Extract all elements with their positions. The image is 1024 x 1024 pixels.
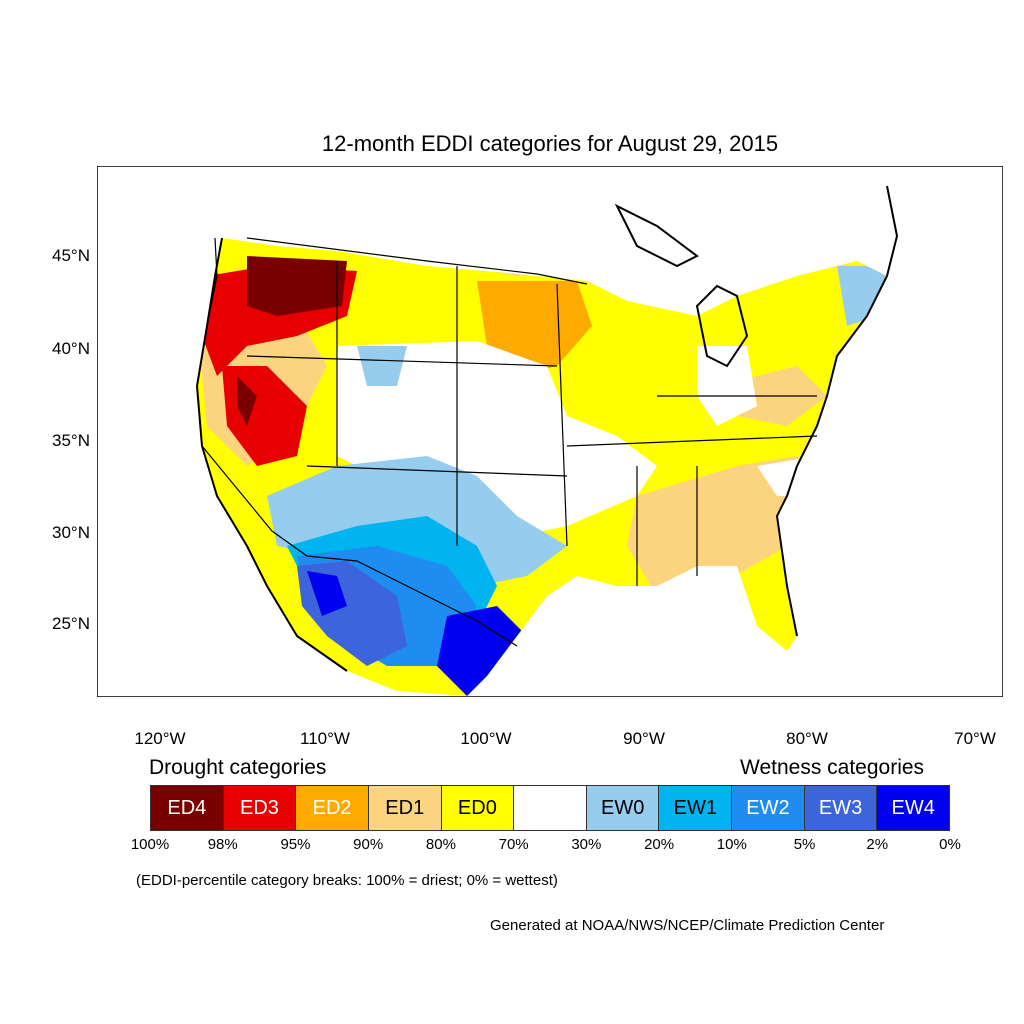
legend-cell-none [513, 785, 586, 831]
legend-cell-ed0: ED0 [440, 785, 514, 831]
lon-label-70: 70°W [954, 729, 996, 748]
legend-break-label: 80% [425, 836, 456, 853]
lon-label-80: 80°W [786, 729, 828, 748]
legend-break-label: 5% [793, 836, 816, 853]
legend-cell-ew2: EW2 [731, 785, 804, 831]
legend-cell-ed2: ED2 [295, 785, 368, 831]
legend-cell-ew3: EW3 [803, 785, 877, 831]
legend-break-label: 2% [866, 836, 889, 853]
legend-cell-ed4: ED4 [150, 785, 223, 831]
eddi-map [97, 166, 1003, 697]
lat-label-30: 30°N [52, 523, 90, 542]
legend-break-label: 100% [130, 836, 170, 853]
legend-break-label: 20% [644, 836, 675, 853]
credit-text: Generated at NOAA/NWS/NCEP/Climate Predi… [490, 917, 885, 934]
legend-break-label: 95% [280, 836, 311, 853]
legend-break-label: 10% [716, 836, 747, 853]
legend-cell-ed3: ED3 [222, 785, 296, 831]
coastline [195, 185, 899, 672]
wetness-heading: Wetness categories [740, 756, 925, 779]
lon-label-100: 100°W [460, 729, 512, 748]
legend-cell-ew1: EW1 [658, 785, 732, 831]
lon-label-120: 120°W [134, 729, 186, 748]
drought-heading: Drought categories [149, 756, 327, 779]
legend-break-label: 0% [939, 836, 961, 853]
legend-cell-ew4: EW4 [876, 785, 951, 831]
category-note: (EDDI-percentile category breaks: 100% =… [136, 872, 558, 889]
lat-label-25: 25°N [52, 614, 90, 633]
map-title: 12-month EDDI categories for August 29, … [321, 131, 779, 156]
legend-break-label: 90% [353, 836, 384, 853]
legend-break-label: 70% [498, 836, 529, 853]
lat-label-40: 40°N [52, 339, 90, 358]
legend-break-label: 98% [207, 836, 238, 853]
map-panel [97, 166, 1003, 697]
lon-label-90: 90°W [623, 729, 665, 748]
lat-label-35: 35°N [52, 431, 90, 450]
boundary-lines [201, 237, 818, 647]
lon-label-110: 110°W [300, 729, 350, 748]
legend-bar: ED4 ED3 ED2 ED1 ED0 EW0 EW1 EW2 EW3 EW4 [150, 785, 951, 831]
legend-break-label: 30% [571, 836, 602, 853]
lat-label-45: 45°N [52, 246, 90, 265]
legend-cell-ed1: ED1 [367, 785, 441, 831]
eddi-field [197, 238, 887, 696]
legend-cell-ew0: EW0 [585, 785, 659, 831]
